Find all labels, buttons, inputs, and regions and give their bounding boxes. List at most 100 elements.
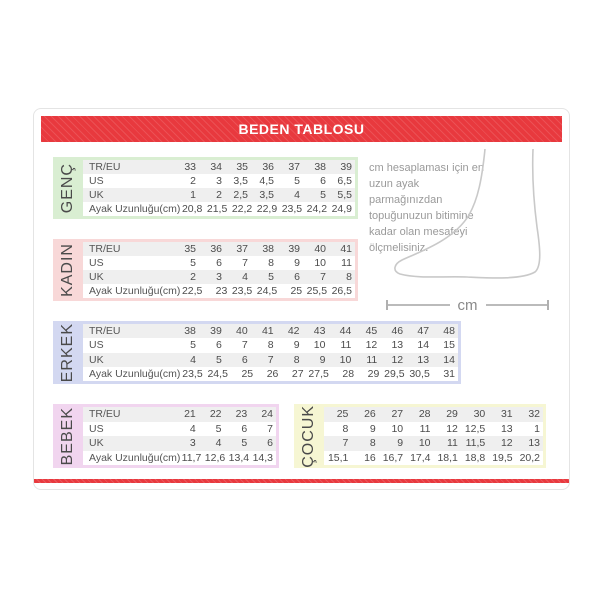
size-value: 3 <box>216 271 222 283</box>
size-value: 3,5 <box>233 175 248 187</box>
size-value: 5,5 <box>337 189 352 201</box>
size-value: 48 <box>443 325 455 338</box>
measurement-note: cm hesaplaması için en uzun ayak parmağı… <box>369 162 484 254</box>
size-value: 17,4 <box>410 451 431 464</box>
size-value: 27 <box>291 367 304 380</box>
size-value: 5 <box>294 175 300 187</box>
size-value: 14 <box>417 339 430 352</box>
size-value: 12 <box>500 437 513 450</box>
size-value: 6 <box>294 271 300 283</box>
size-value: 43 <box>313 325 326 338</box>
size-value: 2 <box>216 189 222 201</box>
size-value: 25,5 <box>306 285 328 297</box>
size-value: 36 <box>262 161 274 173</box>
section-label-wrap: ÇOCUK <box>294 404 324 468</box>
row-label: UK <box>89 437 104 450</box>
section-label-bebek: BEBEK <box>59 406 76 466</box>
size-value: 26,5 <box>331 285 352 297</box>
size-value: 5 <box>320 189 326 201</box>
size-value: 11 <box>419 422 431 435</box>
table-row: US 2 3 3,5 4,5 5 6 6,5 <box>83 174 355 188</box>
size-value: 22,5 <box>181 285 203 297</box>
size-value: 4 <box>294 189 300 201</box>
size-value: 11 <box>366 353 378 366</box>
size-value: 4,5 <box>259 175 274 187</box>
table-section-cocuk: ÇOCUK 25 26 27 28 29 30 31 32 8 9 10 11 12 12,5 13 1 7 8 9… <box>294 404 546 468</box>
size-table-kadin: TR/EU 35 36 37 38 39 40 41 US 5 6 7 8 9 10 11 UK 2 3 4 5 6 7 8 A… <box>83 242 355 298</box>
size-table-cocuk: 25 26 27 28 29 30 31 32 8 9 10 11 12 12,5 13 1 7 8 9 10 11 11… <box>324 407 543 465</box>
size-value: 5 <box>268 271 274 283</box>
row-label: TR/EU <box>89 161 121 173</box>
cm-unit-label: cm <box>457 296 478 314</box>
section-label-wrap: KADIN <box>53 242 83 298</box>
size-value: 26 <box>364 408 376 421</box>
size-value: 31 <box>443 367 456 380</box>
size-value: 11 <box>340 339 352 352</box>
size-value: 4 <box>215 437 222 450</box>
size-value: 16 <box>364 451 376 464</box>
table-section-kadin: KADIN TR/EU 35 36 37 38 39 40 41 US 5 6 7 8 9 10 11 UK 2 3… <box>53 239 358 301</box>
size-value: 29 <box>367 367 380 380</box>
size-value: 40 <box>314 243 326 255</box>
section-label-wrap: BEBEK <box>53 407 83 465</box>
table-row: 15,1 16 16,7 17,4 18,1 18,8 19,5 20,2 <box>324 450 543 465</box>
size-value: 5 <box>215 422 222 435</box>
size-value: 9 <box>293 339 300 352</box>
row-label: Ayak Uzunluğu(cm) <box>89 451 181 464</box>
size-value: 29 <box>446 408 458 421</box>
size-value: 6 <box>216 257 222 269</box>
size-value: 5 <box>241 437 248 450</box>
size-value: 22,9 <box>256 203 278 215</box>
size-value: 8 <box>268 257 274 269</box>
size-value: 7 <box>242 257 248 269</box>
size-value: 9 <box>397 437 404 450</box>
size-value: 9 <box>369 422 376 435</box>
size-value: 30 <box>473 408 486 421</box>
size-value: 13 <box>417 353 430 366</box>
measure-tick-left <box>386 300 388 310</box>
size-value: 10 <box>418 437 431 450</box>
size-value: 39 <box>288 243 300 255</box>
size-value: 8 <box>342 422 349 435</box>
size-value: 5 <box>190 257 196 269</box>
size-value: 13 <box>528 437 540 450</box>
table-row: 7 8 9 10 11 11,5 12 13 <box>324 436 543 451</box>
foot-outline-icon <box>394 149 541 279</box>
table-row: Ayak Uzunluğu(cm) 20,8 21,5 22,2 22,9 23,5 24,… <box>83 202 355 216</box>
table-row: UK 1 2 2,5 3,5 4 5 5,5 <box>83 188 355 202</box>
table-row: UK 3 4 5 6 <box>83 436 276 451</box>
size-value: 24 <box>261 408 273 421</box>
measure-line-segment <box>388 304 450 306</box>
size-value: 12 <box>365 339 378 352</box>
size-value: 24,5 <box>207 367 228 380</box>
page-title: BEDEN TABLOSU <box>238 121 365 137</box>
size-value: 46 <box>391 325 404 338</box>
size-value: 23,5 <box>182 367 203 380</box>
size-value: 3,5 <box>259 189 274 201</box>
size-value: 2,5 <box>233 189 248 201</box>
size-value: 6 <box>267 437 273 450</box>
size-value: 3 <box>216 175 222 187</box>
section-label-kadin: KADIN <box>59 243 76 297</box>
size-value: 6 <box>215 339 222 352</box>
size-value: 23,5 <box>281 203 303 215</box>
size-value: 37 <box>236 243 248 255</box>
size-value: 12 <box>391 353 404 366</box>
size-value: 18,8 <box>464 451 486 464</box>
size-value: 11 <box>446 437 458 450</box>
size-value: 27,5 <box>308 367 329 380</box>
size-value: 11 <box>341 257 352 269</box>
section-label-cocuk: ÇOCUK <box>300 404 317 468</box>
size-value: 21,5 <box>206 203 228 215</box>
size-value: 12,6 <box>204 451 226 464</box>
size-value: 38 <box>262 243 274 255</box>
size-value: 20,2 <box>519 451 540 464</box>
size-value: 40 <box>236 325 248 338</box>
size-value: 15,1 <box>327 451 349 464</box>
row-label: US <box>89 422 104 435</box>
size-value: 2 <box>190 271 196 283</box>
table-row: UK 4 5 6 7 8 9 10 11 12 13 14 <box>83 352 458 367</box>
row-label: US <box>89 175 104 187</box>
size-value: 5 <box>215 353 222 366</box>
size-value: 4 <box>242 271 248 283</box>
